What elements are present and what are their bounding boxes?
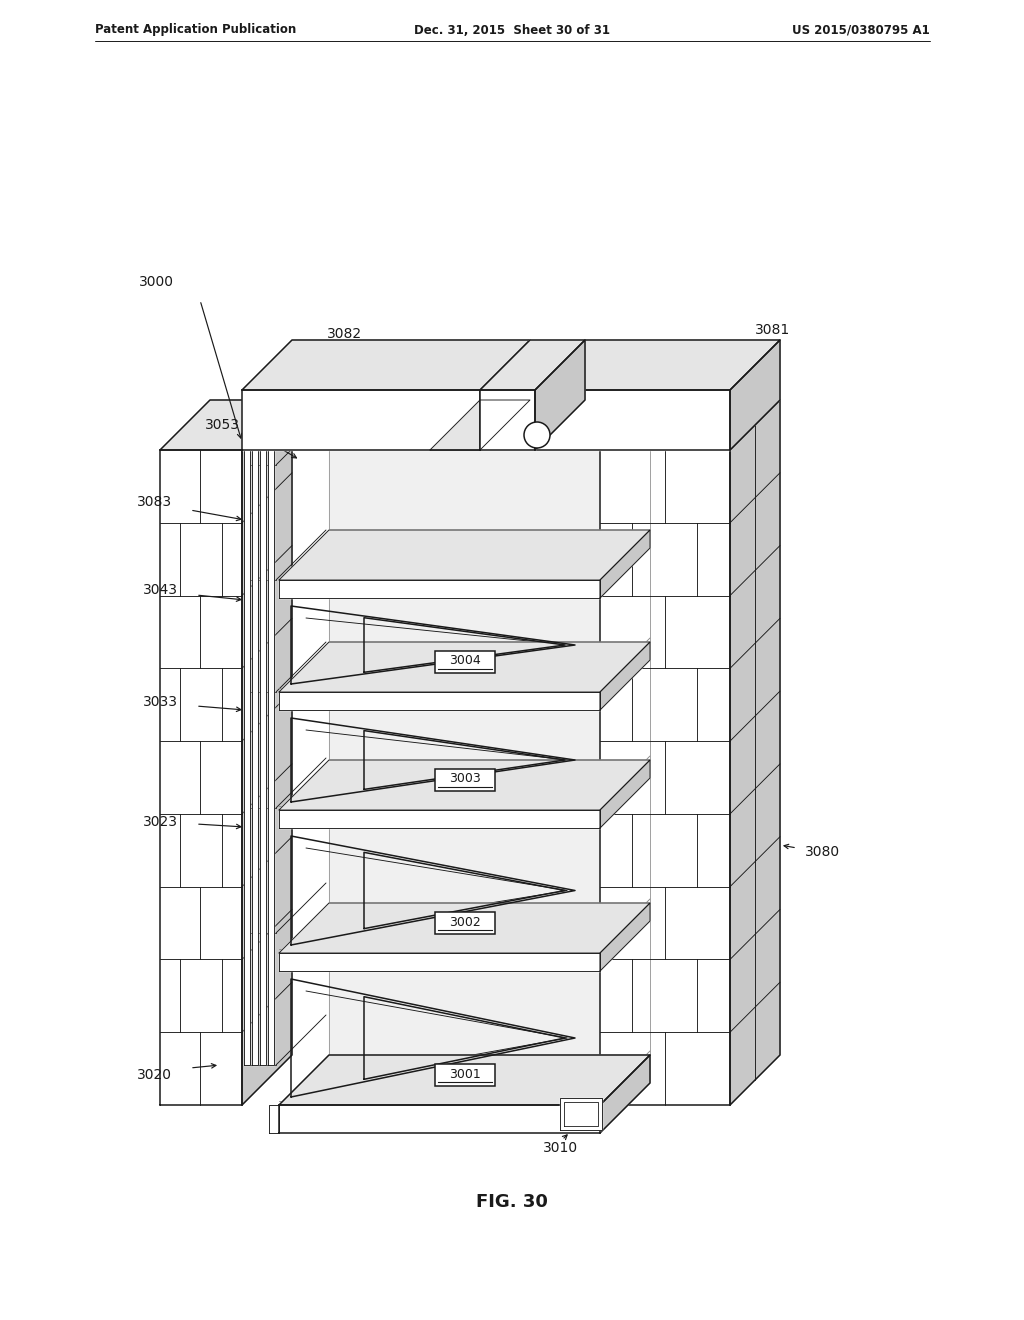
Polygon shape (600, 1055, 650, 1133)
Text: 3082: 3082 (328, 327, 362, 341)
Polygon shape (600, 450, 730, 1105)
Text: Patent Application Publication: Patent Application Publication (95, 24, 296, 37)
Polygon shape (260, 450, 266, 1065)
Polygon shape (480, 341, 585, 389)
Polygon shape (730, 341, 780, 450)
Polygon shape (279, 531, 650, 579)
Polygon shape (279, 903, 650, 953)
FancyBboxPatch shape (435, 770, 496, 791)
Text: 3020: 3020 (137, 1068, 172, 1082)
Polygon shape (279, 953, 600, 972)
Polygon shape (279, 579, 600, 598)
Polygon shape (279, 642, 650, 692)
FancyBboxPatch shape (435, 651, 496, 673)
Polygon shape (269, 1105, 279, 1133)
Polygon shape (279, 760, 650, 810)
Polygon shape (244, 450, 250, 1065)
Polygon shape (279, 692, 600, 710)
Polygon shape (268, 450, 274, 1065)
Circle shape (524, 422, 550, 447)
Polygon shape (535, 389, 730, 450)
Text: 3043: 3043 (143, 583, 178, 597)
Polygon shape (600, 400, 780, 450)
Text: 3004: 3004 (450, 655, 481, 668)
Polygon shape (252, 450, 258, 1065)
Polygon shape (535, 341, 780, 389)
Polygon shape (242, 341, 530, 389)
Text: FIG. 30: FIG. 30 (476, 1193, 548, 1210)
Polygon shape (535, 341, 585, 450)
Text: 3000: 3000 (139, 275, 174, 289)
Polygon shape (560, 1098, 602, 1130)
Polygon shape (600, 642, 650, 710)
Polygon shape (160, 400, 292, 450)
Polygon shape (279, 1105, 600, 1133)
Text: 3003: 3003 (450, 772, 481, 785)
Polygon shape (600, 531, 650, 598)
Polygon shape (480, 389, 535, 450)
Text: Dec. 31, 2015  Sheet 30 of 31: Dec. 31, 2015 Sheet 30 of 31 (414, 24, 610, 37)
Text: 3001: 3001 (450, 1068, 481, 1081)
Text: US 2015/0380795 A1: US 2015/0380795 A1 (793, 24, 930, 37)
Polygon shape (279, 810, 600, 828)
Polygon shape (600, 903, 650, 972)
Polygon shape (160, 450, 242, 1105)
Polygon shape (480, 341, 530, 450)
Text: 3033: 3033 (143, 696, 178, 709)
Polygon shape (600, 760, 650, 828)
Text: 3081: 3081 (755, 323, 791, 337)
Text: 3080: 3080 (805, 845, 840, 859)
Polygon shape (329, 400, 650, 1055)
Text: 3053: 3053 (205, 418, 240, 432)
FancyBboxPatch shape (435, 1064, 496, 1086)
Text: 3010: 3010 (543, 1140, 578, 1155)
Polygon shape (244, 400, 326, 450)
Text: 3083: 3083 (137, 495, 172, 510)
Text: 3050: 3050 (600, 374, 635, 387)
Polygon shape (430, 400, 530, 450)
Text: 3023: 3023 (143, 814, 178, 829)
FancyBboxPatch shape (435, 912, 496, 935)
Polygon shape (730, 400, 780, 1105)
Text: 3002: 3002 (450, 916, 481, 928)
Polygon shape (279, 400, 650, 450)
Polygon shape (242, 389, 480, 450)
Polygon shape (242, 400, 292, 1105)
Polygon shape (279, 1055, 650, 1105)
